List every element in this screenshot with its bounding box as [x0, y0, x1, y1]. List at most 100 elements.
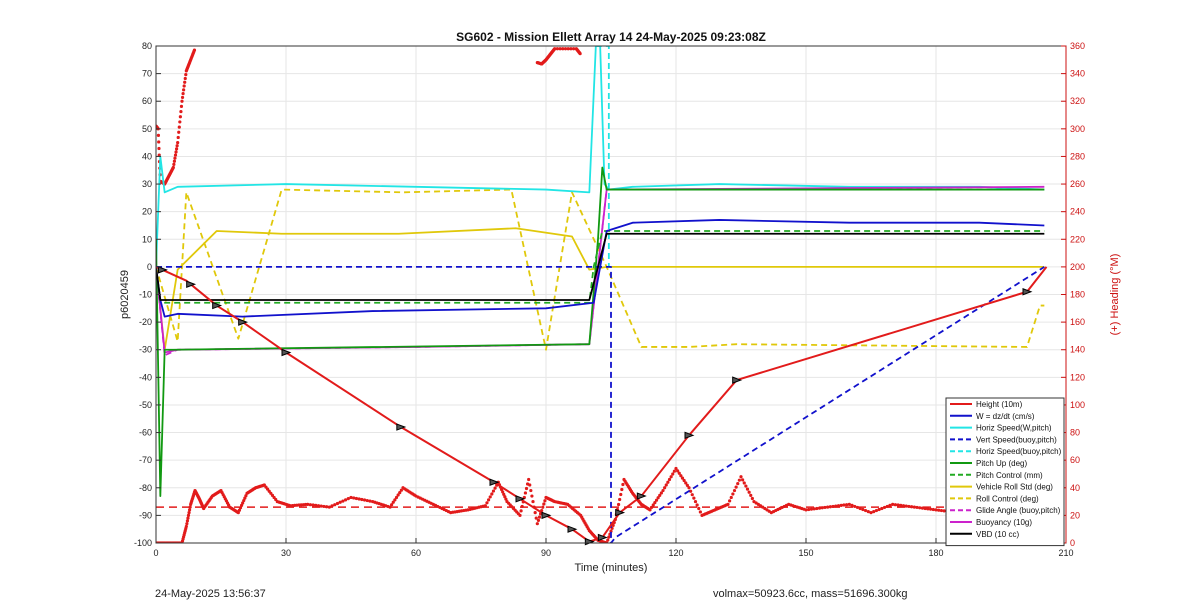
heading-series [156, 47, 1045, 543]
heading-point [398, 491, 402, 495]
heading-point [185, 522, 189, 526]
heading-point [653, 501, 657, 505]
y2-tick-label: 340 [1070, 69, 1085, 79]
heading-point [682, 478, 686, 483]
heading-point [184, 524, 188, 529]
series-line-pitch-up-deg- [156, 166, 1045, 497]
x-tick-label: 0 [153, 548, 158, 558]
heading-point [893, 503, 897, 507]
height-marker [1022, 288, 1033, 296]
y2-tick-label: 120 [1070, 372, 1085, 382]
heading-point [319, 504, 323, 508]
legend-entry: W = dz/dt (cm/s) [976, 412, 1035, 421]
heading-point [185, 519, 190, 523]
series-layer [156, 46, 1066, 543]
heading-point [561, 47, 565, 51]
heading-point [693, 499, 698, 504]
heading-point [362, 498, 367, 502]
y2-tick-label: 200 [1070, 262, 1085, 272]
height-marker [212, 301, 223, 310]
height-marker [732, 376, 743, 384]
heading-point [745, 487, 750, 491]
heading-point [667, 477, 672, 482]
heading-point [171, 165, 175, 170]
legend-entry: VBD (10 cc) [976, 530, 1019, 539]
heading-point [734, 485, 738, 489]
heading-point [697, 506, 701, 511]
heading-point [237, 508, 242, 512]
heading-point [243, 496, 247, 500]
heading-point [928, 507, 933, 511]
heading-point [491, 489, 496, 493]
heading-point [236, 511, 240, 515]
heading-point [533, 511, 537, 515]
heading-point [750, 496, 754, 501]
heading-point [698, 510, 702, 514]
heading-point [934, 508, 938, 512]
x-tick-label: 30 [281, 548, 291, 558]
heading-point [527, 477, 531, 482]
heading-point [566, 47, 570, 51]
heading-point [726, 502, 730, 506]
heading-point [535, 522, 539, 526]
heading-point [874, 508, 879, 513]
heading-point [177, 125, 181, 129]
legend-entry: Roll Control (deg) [976, 494, 1039, 503]
heading-point [368, 499, 372, 503]
heading-point [244, 494, 248, 498]
legend-entry: Pitch Up (deg) [976, 459, 1027, 468]
heading-point [847, 502, 851, 506]
heading-point [842, 503, 846, 507]
y2-tick-label: 180 [1070, 290, 1085, 300]
y-tick-label: -50 [139, 400, 152, 410]
y2-tick-label: 220 [1070, 234, 1085, 244]
heading-point [695, 503, 699, 507]
heading-point [188, 505, 192, 509]
heading-point [157, 146, 161, 151]
heading-point [180, 99, 184, 103]
heading-point [504, 497, 508, 501]
heading-point [676, 469, 680, 473]
ticks: 0 30 60 90 120 150 180 210-100-90-80-70-60-50-4… [134, 41, 1085, 558]
heading-point [354, 496, 359, 501]
heading-point [396, 493, 400, 497]
heading-point [918, 506, 922, 510]
legend-entry: Glide Angle (buoy,pitch) [976, 506, 1061, 515]
heading-point [239, 503, 244, 507]
height-marker [541, 511, 552, 520]
height-marker [615, 508, 626, 517]
heading-point [241, 501, 245, 505]
marker-layer [158, 266, 1033, 546]
heading-point [572, 47, 576, 51]
y-tick-label: -60 [139, 428, 152, 438]
heading-point [180, 95, 185, 100]
heading-point [616, 502, 621, 507]
heading-point [669, 475, 673, 479]
heading-point [812, 507, 816, 511]
height-marker [281, 348, 292, 357]
heading-point [648, 508, 652, 512]
heading-point [519, 509, 523, 513]
height-marker [597, 533, 608, 542]
y2-tick-label: 280 [1070, 151, 1085, 161]
heading-point [157, 140, 161, 144]
heading-point [322, 504, 326, 509]
heading-point [186, 516, 190, 520]
heading-point [853, 504, 857, 509]
legend: Height (10m) W = dz/dt (cm/s) Horiz Speed(… [945, 397, 1065, 547]
series-line-vert-speed-buoy-pitch- [156, 265, 1045, 543]
heading-point [563, 47, 568, 51]
legend-entry: Horiz Speed(buoy,pitch) [976, 447, 1062, 456]
heading-point [666, 480, 670, 484]
y2-tick-label: 160 [1070, 317, 1085, 327]
heading-point [863, 508, 868, 513]
heading-point [187, 511, 191, 515]
heading-point [619, 492, 623, 497]
heading-point [828, 505, 832, 509]
heading-point [349, 495, 353, 500]
x-tick-label: 210 [1058, 548, 1073, 558]
y-tick-label: -100 [134, 538, 152, 548]
heading-point [866, 509, 870, 514]
heading-point [807, 507, 811, 512]
y-tick-label: -80 [139, 483, 152, 493]
